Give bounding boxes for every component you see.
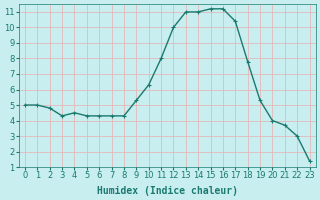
X-axis label: Humidex (Indice chaleur): Humidex (Indice chaleur) xyxy=(97,186,238,196)
